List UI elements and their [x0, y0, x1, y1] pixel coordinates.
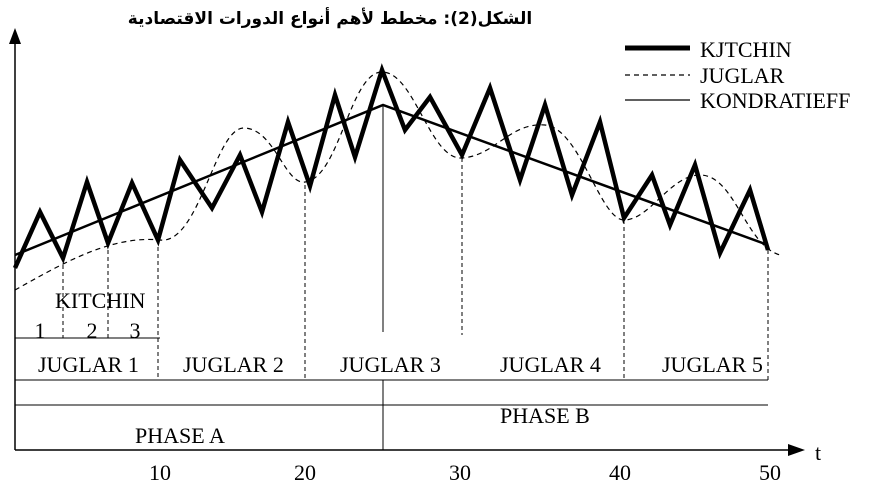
juglar-label: JUGLAR 2 — [183, 352, 284, 377]
kitchin-number: 3 — [130, 318, 141, 343]
y-arrow — [9, 28, 21, 44]
legend-label: JUGLAR — [700, 63, 785, 88]
legend: KJTCHIN JUGLAR KONDRATIEFF — [625, 37, 850, 113]
x-tick-label: 30 — [449, 460, 471, 485]
x-tick-label: 50 — [759, 460, 781, 485]
axes — [14, 40, 790, 451]
kitchin-label: KITCHIN — [55, 288, 146, 313]
legend-label: KJTCHIN — [700, 37, 792, 62]
x-tick-label: 40 — [609, 460, 631, 485]
legend-label: KONDRATIEFF — [700, 88, 850, 113]
title: الشكل(2): مخطط لأهم أنواع الدورات الاقتص… — [128, 7, 532, 29]
bands — [15, 105, 768, 450]
guides — [62, 158, 769, 380]
juglar-label: JUGLAR 5 — [662, 352, 763, 377]
x-tick-label: 20 — [294, 460, 316, 485]
x-tick-label: 10 — [149, 460, 171, 485]
phase-label: PHASE B — [500, 403, 590, 428]
juglar-curve — [14, 71, 781, 291]
phase-label: PHASE A — [135, 423, 225, 448]
juglar-label: JUGLAR 1 — [38, 352, 139, 377]
x-arrow — [788, 444, 805, 456]
juglar-label: JUGLAR 3 — [340, 352, 441, 377]
juglar-label: JUGLAR 4 — [500, 352, 601, 377]
kitchin-number: 1 — [35, 318, 46, 343]
kitchin-curve — [12, 63, 771, 269]
kitchin-number: 2 — [87, 318, 98, 343]
x-axis-label: t — [815, 440, 821, 465]
